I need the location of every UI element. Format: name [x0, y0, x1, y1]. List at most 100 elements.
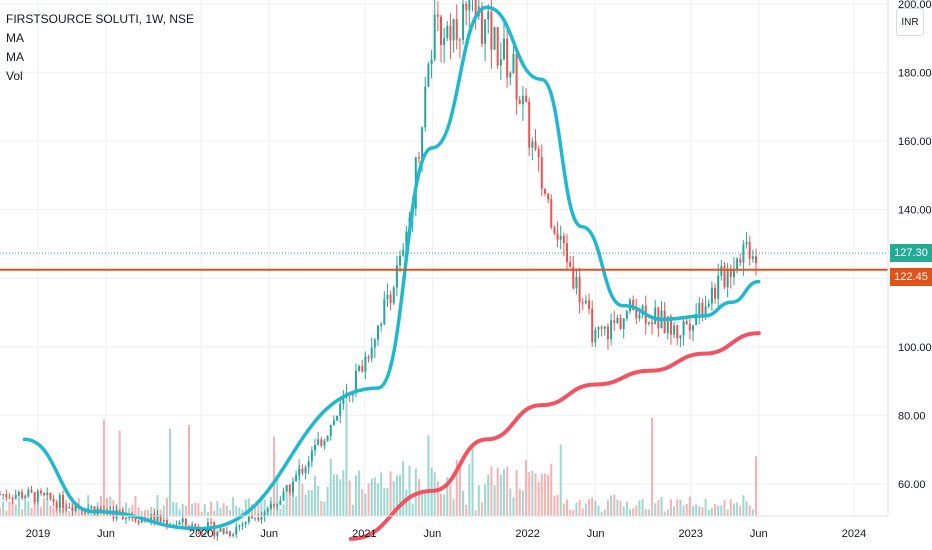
- volume-bar: [244, 499, 247, 516]
- candle-body: [2, 494, 5, 496]
- candle-body: [216, 531, 219, 537]
- volume-bar: [301, 484, 304, 516]
- volume-bar: [175, 502, 178, 516]
- volume-bar: [421, 493, 424, 516]
- candle-body: [68, 507, 71, 509]
- volume-bar: [206, 511, 209, 516]
- volume-bar: [556, 494, 559, 516]
- legend-symbol[interactable]: FIRSTSOURCE SOLUTI, 1W, NSE: [6, 12, 195, 26]
- legend-ma-2[interactable]: MA: [6, 50, 24, 64]
- volume-bar: [361, 489, 364, 516]
- candle-body: [499, 59, 502, 66]
- candle-body: [465, 4, 468, 11]
- volume-bar: [304, 494, 307, 516]
- candle-body: [487, 11, 490, 20]
- volume-bar: [351, 504, 354, 516]
- volume-bar: [329, 458, 332, 516]
- candle-body: [594, 329, 597, 343]
- candle-body: [600, 327, 603, 329]
- candle-body: [402, 249, 405, 256]
- volume-bar: [471, 446, 474, 516]
- candle-body: [506, 38, 509, 78]
- volume-bar: [156, 494, 159, 516]
- volume-bar: [458, 463, 461, 516]
- candle-body: [276, 504, 279, 506]
- candle-body: [726, 269, 729, 288]
- price-tick-label: 60.00: [898, 479, 926, 491]
- volume-bar: [241, 510, 244, 516]
- candle-body: [540, 157, 543, 189]
- last-price-label: 127.30: [890, 244, 932, 263]
- volume-bar: [550, 463, 553, 516]
- volume-bar: [540, 473, 543, 516]
- candle-body: [446, 26, 449, 38]
- candle-body: [5, 494, 8, 498]
- volume-bar: [320, 500, 323, 516]
- candle-body: [742, 244, 745, 263]
- volume-bar: [480, 502, 483, 516]
- volume-bar: [17, 494, 20, 516]
- candle-body: [17, 491, 20, 496]
- candle-body: [673, 325, 676, 335]
- candle-body: [736, 258, 739, 270]
- candle-body: [298, 468, 301, 476]
- candle-body: [317, 439, 320, 445]
- currency-button[interactable]: INR: [896, 8, 924, 36]
- volume-bar: [657, 500, 660, 516]
- volume-bar: [591, 497, 594, 516]
- volume-bar: [317, 485, 320, 516]
- volume-bar: [348, 480, 351, 516]
- legend-volume[interactable]: Vol: [6, 69, 23, 83]
- volume-bar: [314, 475, 316, 516]
- legend-ma-1[interactable]: MA: [6, 31, 24, 45]
- volume-bar: [543, 473, 546, 516]
- candle-body: [550, 199, 553, 228]
- candle-body: [134, 518, 137, 521]
- volume-bar: [452, 499, 455, 516]
- candle-body: [399, 255, 402, 266]
- time-tick-label: Jun: [750, 528, 768, 540]
- candle-body: [58, 495, 61, 508]
- candle-body: [304, 467, 307, 474]
- volume-bar: [566, 499, 568, 516]
- volume-bar: [474, 510, 477, 516]
- candle-body: [112, 511, 115, 519]
- volume-bar: [729, 499, 732, 516]
- candle-body: [314, 444, 316, 451]
- candle-body: [257, 517, 260, 520]
- candle-body: [203, 533, 206, 535]
- volume-bar: [632, 508, 635, 516]
- candle-body: [235, 526, 238, 535]
- volume-bar: [440, 493, 442, 516]
- volume-bar: [455, 459, 458, 516]
- volume-bar: [581, 508, 584, 516]
- volume-bar: [692, 506, 694, 516]
- volume-bar: [515, 469, 518, 516]
- candle-body: [254, 517, 257, 519]
- price-axis: 60.0080.00100.00120.00140.00160.00180.00…: [887, 0, 932, 516]
- volume-bar: [33, 499, 36, 516]
- candle-body: [606, 326, 609, 340]
- volume-bar: [298, 458, 301, 516]
- volume-bar: [534, 473, 537, 516]
- volume-bar: [613, 494, 616, 516]
- candle-body: [405, 231, 408, 250]
- volume-bar: [106, 497, 109, 516]
- candle-body: [452, 19, 455, 41]
- volume-bar: [39, 507, 42, 516]
- volume-bar: [332, 474, 335, 516]
- volume-bar: [169, 428, 172, 516]
- volume-bar: [717, 505, 720, 516]
- candle-body: [213, 522, 216, 537]
- volume-bar: [669, 499, 672, 516]
- volume-bar: [225, 505, 228, 516]
- volume-bar: [310, 490, 313, 516]
- candle-body: [386, 294, 389, 300]
- volume-bar: [5, 510, 8, 516]
- volume-bar: [405, 489, 408, 516]
- volume-bar: [666, 509, 669, 516]
- candle-body: [751, 256, 754, 259]
- volume-bar: [380, 472, 383, 516]
- volume-bar: [8, 501, 11, 516]
